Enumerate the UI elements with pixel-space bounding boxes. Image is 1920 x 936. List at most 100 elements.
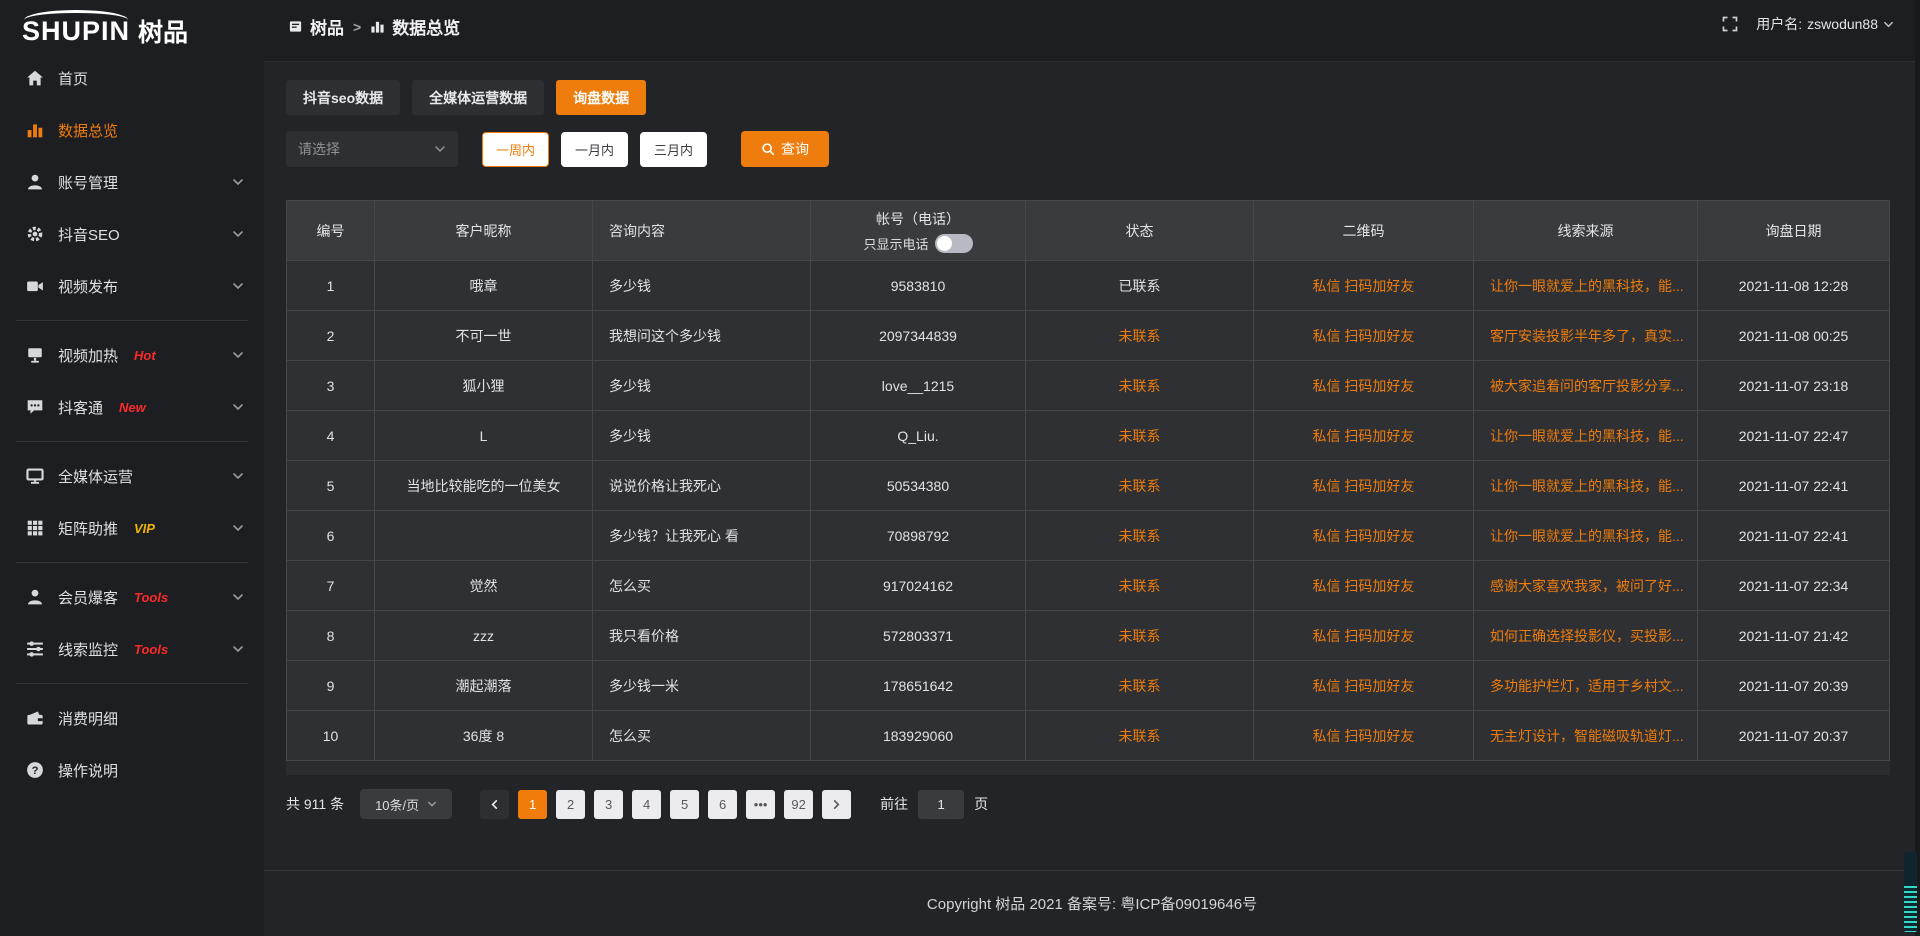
sidebar-item-video-heat[interactable]: 视频加热 Hot (0, 329, 264, 381)
prev-page-button[interactable] (480, 789, 510, 819)
range-month-button[interactable]: 一月内 (561, 131, 629, 167)
page-size-select[interactable]: 10条/页 (360, 789, 453, 819)
nickname-cell: 不可一世 (374, 310, 593, 361)
sidebar-item-member-burst[interactable]: 会员爆客 Tools (0, 571, 264, 623)
brand-name-en: SHUPIN (22, 15, 131, 46)
sidebar-item-operation-guide[interactable]: 操作说明 (0, 744, 264, 796)
range-quarter-button[interactable]: 三月内 (640, 131, 708, 167)
page-button-1[interactable]: 1 (518, 789, 548, 819)
sidebar-item-matrix-boost[interactable]: 矩阵助推 VIP (0, 502, 264, 554)
sidebar-item-account-management[interactable]: 账号管理 (0, 156, 264, 208)
brand-logo-text: SHUPIN (22, 9, 131, 46)
header-account: 帐号（电话） 只显示电话 (810, 200, 1026, 261)
new-badge: New (119, 399, 146, 415)
scrollbar-track[interactable] (1915, 0, 1920, 936)
page-button-6[interactable]: 6 (708, 789, 738, 819)
screen-stand-icon (26, 346, 44, 364)
main-area: 树品 > 数据总览 用户名: zswodun88 抖音seo数据 (264, 0, 1920, 936)
account-cell: 70898792 (810, 510, 1026, 561)
menu-divider (16, 441, 248, 442)
tab-douyin-seo-data[interactable]: 抖音seo数据 (286, 80, 401, 115)
status-cell: 未联系 (1025, 660, 1254, 711)
status-cell: 未联系 (1025, 610, 1254, 661)
qrcode-links[interactable]: 私信 扫码加好友 (1253, 310, 1474, 361)
sidebar-item-label: 首页 (58, 70, 89, 88)
tools-badge: Tools (134, 589, 169, 605)
status-cell: 未联系 (1025, 510, 1254, 561)
phone-only-toggle[interactable] (934, 233, 973, 253)
menu-divider (16, 562, 248, 563)
source-link[interactable]: 让你一眼就爱上的黑科技，能... (1473, 460, 1698, 511)
account-cell: 9583810 (810, 260, 1026, 311)
nickname-cell: zzz (374, 610, 593, 661)
qrcode-links[interactable]: 私信 扫码加好友 (1253, 510, 1474, 561)
qrcode-links[interactable]: 私信 扫码加好友 (1253, 410, 1474, 461)
sidebar-item-douyin-seo[interactable]: 抖音SEO (0, 208, 264, 260)
table-row: 3 狐小狸 多少钱 love__1215 未联系 私信 扫码加好友 被大家追着问… (286, 360, 1890, 411)
status-cell: 未联系 (1025, 460, 1254, 511)
logo-arc-decoration (24, 9, 129, 20)
page-button-4[interactable]: 4 (632, 789, 662, 819)
source-link[interactable]: 多功能护栏灯，适用于乡村文... (1473, 660, 1698, 711)
next-page-button[interactable] (822, 789, 852, 819)
no-cell: 8 (286, 610, 375, 661)
sidebar-item-data-overview[interactable]: 数据总览 (0, 104, 264, 156)
qrcode-links[interactable]: 私信 扫码加好友 (1253, 560, 1474, 611)
page-button-5[interactable]: 5 (670, 789, 700, 819)
source-link[interactable]: 如何正确选择投影仪，买投影... (1473, 610, 1698, 661)
chevron-down-icon (427, 799, 437, 809)
table-row: 8 zzz 我只看价格 572803371 未联系 私信 扫码加好友 如何正确选… (286, 610, 1890, 661)
sidebar-item-label: 视频加热 (58, 347, 119, 365)
search-button[interactable]: 查询 (741, 131, 830, 167)
qrcode-links[interactable]: 私信 扫码加好友 (1253, 610, 1474, 661)
qrcode-links[interactable]: 私信 扫码加好友 (1253, 360, 1474, 411)
goto-page-input[interactable] (918, 789, 965, 819)
page-button-2[interactable]: 2 (556, 789, 586, 819)
breadcrumb-current[interactable]: 数据总览 (370, 14, 460, 39)
tab-inquiry-data[interactable]: 询盘数据 (556, 80, 647, 115)
source-link[interactable]: 让你一眼就爱上的黑科技，能... (1473, 410, 1698, 461)
user-menu[interactable]: 用户名: zswodun88 (1756, 14, 1894, 34)
sidebar-item-omni-media[interactable]: 全媒体运营 (0, 450, 264, 502)
more-pages-button[interactable]: ••• (746, 789, 776, 819)
date-cell: 2021-11-07 22:41 (1697, 460, 1890, 511)
page-button-92[interactable]: 92 (784, 789, 814, 819)
content-cell: 说说价格让我死心 (592, 460, 811, 511)
person-icon (26, 588, 44, 606)
qrcode-links[interactable]: 私信 扫码加好友 (1253, 460, 1474, 511)
range-week-button[interactable]: 一周内 (482, 131, 550, 167)
source-link[interactable]: 被大家追着问的客厅投影分享... (1473, 360, 1698, 411)
chevron-down-icon (232, 176, 244, 188)
tab-omni-media-data[interactable]: 全媒体运营数据 (412, 80, 545, 115)
footer: Copyright 树品 2021 备案号: 粤ICP备09019646号 (264, 870, 1920, 936)
sidebar-item-douketong[interactable]: 抖客通 New (0, 381, 264, 433)
breadcrumb-current-label: 数据总览 (392, 19, 461, 38)
filter-select[interactable]: 请选择 (286, 131, 458, 167)
source-link[interactable]: 无主灯设计，智能磁吸轨道灯... (1473, 710, 1698, 761)
sidebar-item-home[interactable]: 首页 (0, 52, 264, 104)
topbar: 树品 > 数据总览 用户名: zswodun88 (264, 0, 1920, 62)
page-button-3[interactable]: 3 (594, 789, 624, 819)
sidebar-item-label: 全媒体运营 (58, 468, 134, 486)
menu-divider (16, 320, 248, 321)
source-link[interactable]: 感谢大家喜欢我家，被问了好... (1473, 560, 1698, 611)
sidebar-item-lead-monitor[interactable]: 线索监控 Tools (0, 623, 264, 675)
source-link[interactable]: 客厅安装投影半年多了，真实... (1473, 310, 1698, 361)
sidebar-item-video-publish[interactable]: 视频发布 (0, 260, 264, 312)
nickname-cell: 哦章 (374, 260, 593, 311)
qrcode-links[interactable]: 私信 扫码加好友 (1253, 660, 1474, 711)
phone-toggle-label: 只显示电话 (863, 236, 929, 252)
qrcode-links[interactable]: 私信 扫码加好友 (1253, 710, 1474, 761)
source-link[interactable]: 让你一眼就爱上的黑科技，能... (1473, 260, 1698, 311)
qrcode-links[interactable]: 私信 扫码加好友 (1253, 260, 1474, 311)
header-no: 编号 (286, 200, 375, 261)
sidebar-item-label: 矩阵助推 (58, 520, 119, 538)
search-icon (761, 142, 775, 156)
sidebar-item-consumption-detail[interactable]: 消费明细 (0, 692, 264, 744)
fullscreen-icon[interactable] (1722, 16, 1738, 32)
nickname-cell (374, 510, 593, 561)
source-link[interactable]: 让你一眼就爱上的黑科技，能... (1473, 510, 1698, 561)
chevron-right-icon (831, 799, 842, 810)
corner-widget (1904, 852, 1917, 932)
breadcrumb-home[interactable]: 树品 (288, 14, 344, 39)
